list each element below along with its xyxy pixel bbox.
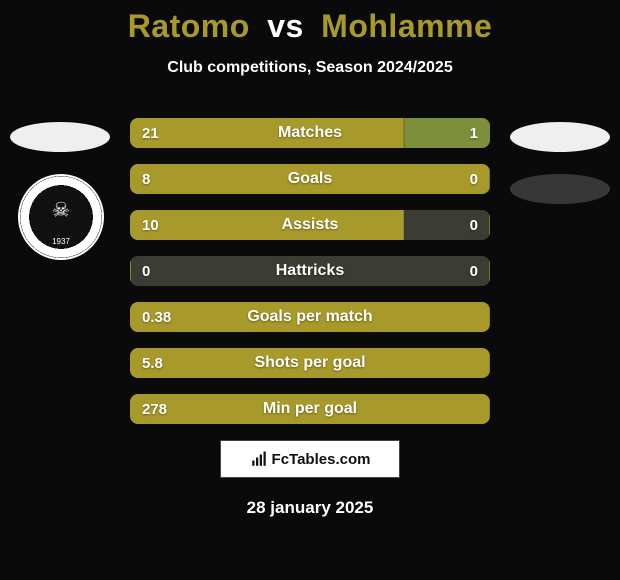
stat-row: 0.38Goals per match bbox=[130, 302, 490, 332]
stat-row: 5.8Shots per goal bbox=[130, 348, 490, 378]
stat-bar-right bbox=[489, 256, 490, 286]
stat-bar-left bbox=[130, 118, 404, 148]
brand-text: FcTables.com bbox=[272, 451, 371, 468]
skull-icon: ☠ bbox=[52, 198, 70, 223]
chart-icon bbox=[250, 450, 268, 468]
stat-row: 80Goals bbox=[130, 164, 490, 194]
stats-bars: 211Matches80Goals100Assists00Hattricks0.… bbox=[130, 118, 490, 440]
stat-bar-left bbox=[130, 394, 490, 424]
stat-row: 211Matches bbox=[130, 118, 490, 148]
stat-bar-left bbox=[130, 302, 490, 332]
left-placeholder-ellipse bbox=[10, 122, 110, 152]
stat-row: 0 0Hattricks bbox=[130, 256, 490, 286]
player1-name: Ratomo bbox=[128, 8, 250, 44]
stat-label: Hattricks bbox=[130, 256, 490, 286]
player2-name: Mohlamme bbox=[321, 8, 492, 44]
stat-bar-right bbox=[489, 164, 490, 194]
stat-bar-left bbox=[130, 256, 131, 286]
stat-bar-right bbox=[489, 210, 490, 240]
subtitle: Club competitions, Season 2024/2025 bbox=[0, 59, 620, 77]
right-placeholder-ellipse-bottom bbox=[510, 174, 610, 204]
comparison-title: Ratomo vs Mohlamme bbox=[0, 0, 620, 45]
stat-value-left: 0 bbox=[142, 256, 150, 286]
brand-footer: FcTables.com bbox=[220, 440, 400, 478]
stat-row: 278Min per goal bbox=[130, 394, 490, 424]
stat-value-right: 0 bbox=[470, 210, 478, 240]
stat-bar-right bbox=[404, 118, 490, 148]
stat-bar-left bbox=[130, 164, 490, 194]
stat-row: 100Assists bbox=[130, 210, 490, 240]
stat-value-right: 0 bbox=[470, 256, 478, 286]
right-placeholder-ellipse-top bbox=[510, 122, 610, 152]
date-text: 28 january 2025 bbox=[0, 498, 620, 518]
stat-bar-left bbox=[130, 348, 490, 378]
stat-bar-left bbox=[130, 210, 404, 240]
vs-text: vs bbox=[267, 8, 304, 44]
left-team-badge: ☠ bbox=[18, 174, 104, 260]
